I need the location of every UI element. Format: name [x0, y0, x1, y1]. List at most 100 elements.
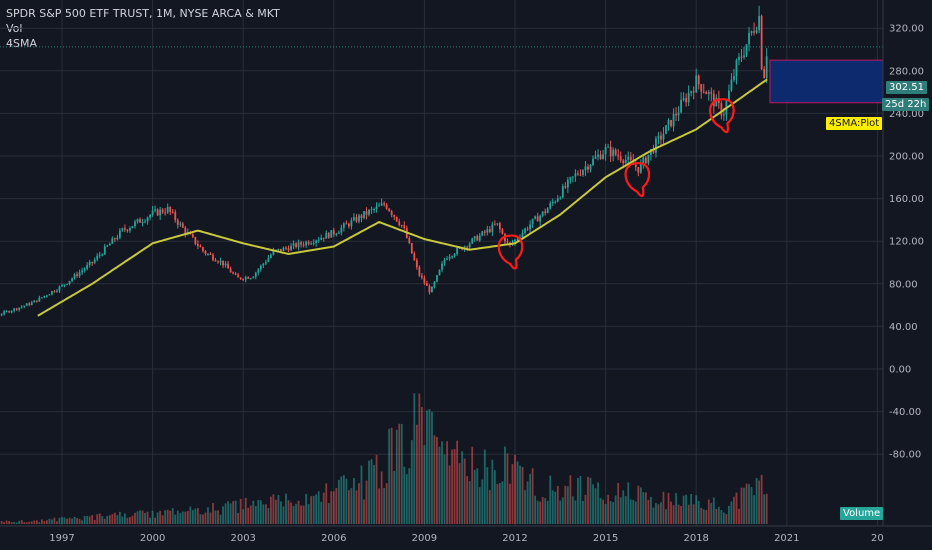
candle-body	[285, 247, 287, 249]
volume-bar	[212, 503, 214, 524]
volume-bar	[46, 520, 48, 524]
candle-body	[690, 91, 693, 93]
volume-bar	[8, 521, 11, 524]
candle-body	[146, 217, 149, 222]
volume-bar	[642, 492, 645, 524]
candle-body	[199, 246, 202, 248]
candle-body	[3, 311, 6, 315]
volume-bar	[191, 510, 194, 524]
volume-bar	[297, 500, 300, 524]
candle-body	[418, 267, 421, 276]
volume-bar	[584, 494, 587, 524]
volume-bar	[748, 484, 750, 524]
volume-bar	[340, 476, 343, 524]
candle-body	[98, 254, 101, 256]
candle-body	[320, 237, 323, 240]
volume-bar	[750, 487, 753, 524]
volume-bar	[40, 519, 43, 524]
candle-body	[282, 247, 285, 252]
candle-body	[78, 272, 81, 277]
annotation-circles[interactable]	[497, 98, 735, 270]
candle-body	[536, 216, 539, 222]
sma-indicator-label[interactable]: 4SMA	[6, 37, 37, 50]
volume-bar	[657, 504, 660, 524]
volume-bar	[478, 487, 481, 524]
volume-bar	[446, 441, 448, 524]
volume-bar	[458, 463, 461, 524]
candle-body	[496, 223, 499, 225]
volume-bar	[760, 474, 763, 524]
volume-bar	[232, 501, 235, 524]
volume-bar	[415, 424, 418, 524]
y-tick-label: 80.00	[889, 279, 918, 290]
volume-bar	[436, 437, 438, 524]
volume-bar	[131, 515, 134, 524]
candle-body	[501, 229, 504, 234]
candle-body	[524, 228, 526, 233]
volume-bar	[199, 514, 202, 524]
volume-bar	[556, 485, 559, 524]
target-box[interactable]	[769, 59, 884, 104]
candle-body	[197, 243, 199, 247]
candle-body	[582, 170, 584, 175]
volume-bar	[124, 513, 126, 524]
candle-body	[443, 259, 446, 264]
x-tick-label: 2000	[140, 533, 165, 544]
y-tick-label: 0.00	[889, 365, 911, 376]
candle-body	[514, 239, 516, 243]
candle-body	[375, 206, 378, 210]
candle-body	[295, 243, 297, 248]
candle-body	[290, 245, 292, 251]
x-tick-label: 2015	[593, 533, 618, 544]
volume-bar	[18, 520, 21, 524]
volume-bar	[395, 429, 398, 524]
volume-bar	[134, 512, 136, 524]
candle-body	[322, 237, 325, 239]
candle-body	[305, 241, 308, 246]
volume-bar	[358, 483, 360, 524]
volume-bar	[332, 491, 335, 524]
candle-body	[577, 173, 579, 175]
volume-bar	[546, 500, 549, 524]
candle-body	[677, 112, 680, 116]
candle-body	[541, 211, 544, 216]
candle-body	[740, 56, 743, 58]
volume-bar	[375, 454, 378, 524]
candle-body	[20, 306, 23, 308]
volume-bar	[441, 441, 443, 524]
volume-bar	[599, 497, 602, 524]
volume-bar	[0, 520, 3, 524]
y-tick-label: 160.00	[889, 194, 924, 205]
volume-bar	[536, 500, 539, 524]
volume-bar	[373, 465, 375, 524]
volume-bar	[244, 497, 247, 524]
candle-body	[415, 260, 418, 268]
candle-body	[234, 273, 237, 275]
candle-body	[516, 238, 519, 240]
volume-bar	[629, 499, 632, 524]
volume-bar	[292, 506, 295, 524]
volume-bar	[348, 490, 350, 524]
candle-body	[30, 302, 33, 305]
volume-bar	[652, 507, 655, 524]
volume-bar	[355, 490, 358, 524]
volume-bar	[493, 470, 496, 524]
candle-body	[632, 159, 635, 165]
volume-bar	[753, 495, 755, 524]
volume-bar	[423, 445, 426, 524]
volume-bar	[43, 521, 46, 524]
volume-bar	[692, 504, 695, 524]
candle-body	[239, 277, 242, 280]
candle-body	[657, 135, 660, 139]
volume-bar	[473, 469, 476, 524]
y-tick-label: 240.00	[889, 109, 924, 120]
candle-body	[476, 236, 479, 241]
volume-bar	[765, 493, 768, 524]
volume-bar	[365, 480, 368, 524]
candle-body	[184, 227, 187, 234]
candle-body	[566, 179, 569, 188]
volume-bar	[267, 508, 270, 524]
candle-body	[53, 291, 56, 293]
volume-bar	[327, 503, 330, 524]
